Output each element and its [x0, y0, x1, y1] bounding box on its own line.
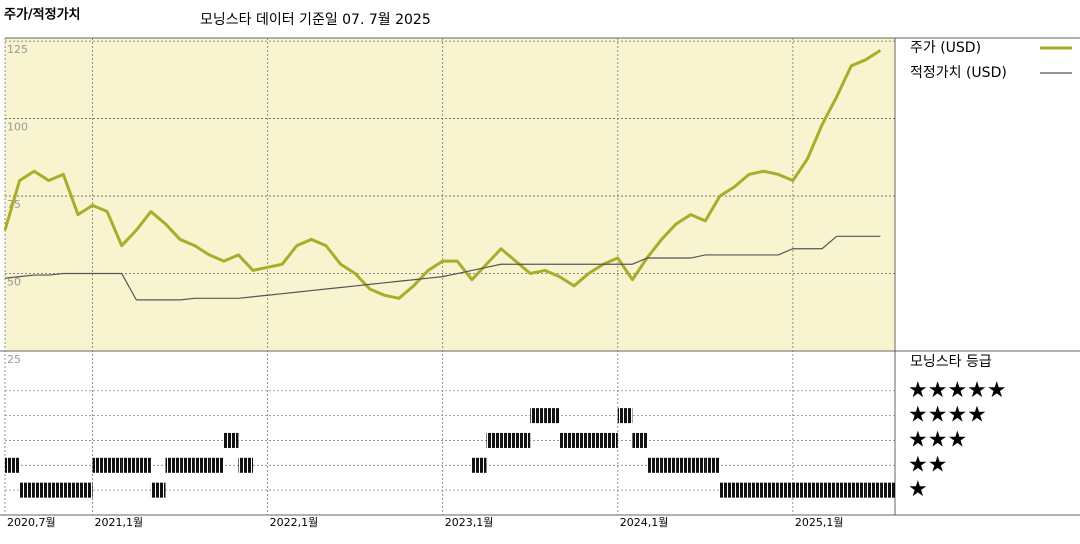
legend-label: 적정가치 (USD)	[910, 65, 1007, 81]
rating-bar	[223, 432, 239, 448]
rating-bar	[588, 432, 604, 448]
x-tick-label: 2023,1월	[445, 516, 494, 529]
rating-bar	[501, 432, 516, 448]
rating-bar	[559, 432, 575, 448]
rating-bar	[544, 408, 560, 424]
series-line	[3, 49, 882, 300]
rating-label: ★★★★★	[908, 378, 1007, 403]
rating-bar	[851, 482, 866, 498]
rating-bar	[238, 457, 254, 473]
rating-label: ★★★	[908, 427, 967, 452]
rating-label: ★	[908, 477, 928, 502]
rating-bar	[136, 457, 151, 473]
rating-bar	[180, 457, 195, 473]
rating-bar	[822, 482, 837, 498]
rating-label: ★★★★	[908, 403, 987, 428]
rating-bar	[5, 457, 20, 473]
x-tick-label: 2025,1월	[795, 516, 844, 529]
rating-bar	[63, 482, 78, 498]
x-tick-label: 2024,1월	[620, 516, 669, 529]
rating-bar	[77, 482, 93, 498]
rating-bar	[836, 482, 852, 498]
rating-legend-title: 모닝스타 등급	[910, 354, 992, 370]
rating-bar	[165, 457, 181, 473]
rating-label: ★★	[908, 452, 947, 477]
rating-bar	[646, 457, 662, 473]
rating-bar	[807, 482, 823, 498]
rating-bar	[34, 482, 49, 498]
y-tick-label: 50	[7, 276, 21, 289]
rating-bar	[107, 457, 122, 473]
rating-bar	[734, 482, 750, 498]
chart-title: 주가/적정가치	[4, 7, 81, 23]
rating-bar	[632, 432, 647, 448]
rating-bar	[676, 457, 691, 473]
rating-bar	[92, 457, 108, 473]
price-panel	[5, 38, 895, 351]
x-tick-label: 2020,7월	[7, 516, 56, 529]
x-tick-label: 2022,1월	[270, 516, 319, 529]
chart-subtitle: 모닝스타 데이터 기준일 07. 7월 2025	[200, 12, 431, 28]
legend-label: 주가 (USD)	[910, 40, 981, 56]
rating-bar	[603, 432, 618, 448]
rating-bar	[515, 432, 531, 448]
rating-bar	[150, 482, 166, 498]
series-line	[4, 235, 881, 301]
y-tick-label: 125	[7, 43, 28, 56]
rating-bar	[617, 408, 633, 424]
rating-bar	[209, 457, 224, 473]
x-tick-label: 2021,1월	[95, 516, 144, 529]
rating-bar	[530, 408, 545, 424]
rating-bar	[792, 482, 808, 498]
y-tick-label: 100	[7, 121, 28, 134]
y-tick-label: 25	[7, 353, 21, 366]
rating-bar	[48, 482, 64, 498]
rating-bar	[661, 457, 677, 473]
rating-bar	[574, 432, 589, 448]
rating-bar	[705, 457, 720, 473]
rating-bar	[778, 482, 793, 498]
rating-bar	[194, 457, 210, 473]
rating-bar	[121, 457, 137, 473]
rating-bar	[19, 482, 35, 498]
rating-bar	[763, 482, 779, 498]
rating-bar	[880, 482, 895, 498]
rating-bar	[690, 457, 706, 473]
rating-bar	[719, 482, 735, 498]
rating-bar	[471, 457, 487, 473]
rating-bar	[486, 432, 502, 448]
rating-bar	[749, 482, 764, 498]
rating-bar	[865, 482, 881, 498]
